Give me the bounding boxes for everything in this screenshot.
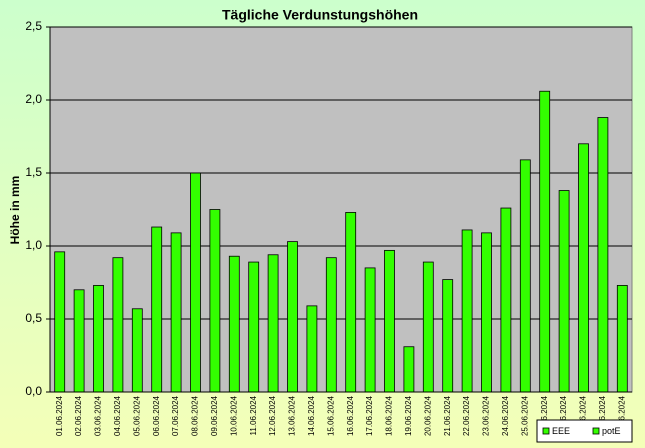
plot-area — [49, 26, 633, 393]
bar — [131, 308, 143, 393]
y-tick-label: 0,0 — [25, 384, 42, 398]
bar — [578, 143, 589, 393]
y-tick-label: 2,5 — [25, 19, 42, 33]
x-tick-label: 03.06.2024 — [94, 395, 103, 436]
x-tick-label: 22.06.2024 — [462, 395, 471, 436]
bar — [597, 117, 609, 393]
y-tick-label: 0,5 — [25, 311, 42, 325]
bar — [403, 346, 415, 393]
legend-swatch — [592, 427, 600, 435]
x-tick-label: 29.06.2024 — [598, 395, 607, 436]
x-tick-label: 17.06.2024 — [365, 395, 374, 436]
x-tick-label: 23.06.2024 — [482, 395, 491, 436]
bar — [500, 207, 512, 393]
legend-label: potE — [602, 426, 621, 436]
chart-title: Tägliche Verdunstungshöhen — [222, 7, 418, 23]
x-tick-label: 01.06.2024 — [55, 395, 64, 436]
bar — [73, 289, 85, 393]
x-tick-label: 20.06.2024 — [423, 395, 432, 436]
bar — [170, 232, 182, 393]
bar — [519, 159, 531, 393]
bar — [325, 257, 337, 393]
x-tick-label: 24.06.2024 — [501, 395, 510, 436]
bar — [190, 172, 201, 393]
y-tick-label: 1,5 — [25, 165, 42, 179]
bar — [54, 251, 66, 393]
x-tick-label: 05.06.2024 — [132, 395, 141, 436]
x-tick-label: 08.06.2024 — [191, 395, 200, 436]
bar — [228, 255, 240, 393]
x-tick-label: 10.06.2024 — [229, 395, 238, 436]
x-tick-label: 06.06.2024 — [152, 395, 161, 436]
x-tick-label: 25.06.2024 — [520, 395, 529, 436]
bar — [481, 232, 492, 393]
x-tick-label: 18.06.2024 — [385, 395, 394, 436]
x-tick-label: 16.06.2024 — [346, 395, 355, 436]
x-tick-label: 26.06.2024 — [540, 395, 549, 436]
y-tick-label: 2,0 — [25, 92, 42, 106]
bar — [539, 90, 551, 393]
bar — [384, 249, 395, 393]
x-tick-label: 07.06.2024 — [171, 395, 180, 436]
x-tick-label: 02.06.2024 — [74, 395, 83, 436]
x-tick-label: 13.06.2024 — [288, 395, 297, 436]
bar — [616, 285, 628, 393]
bar — [558, 190, 570, 393]
x-tick-label: 15.06.2024 — [326, 395, 335, 436]
x-tick-label: 04.06.2024 — [113, 395, 122, 436]
bar — [287, 241, 298, 393]
bar — [151, 226, 163, 393]
x-tick-label: 12.06.2024 — [268, 395, 277, 436]
bar — [461, 229, 473, 393]
x-tick-label: 21.06.2024 — [443, 395, 452, 436]
legend-label: EEE — [552, 426, 570, 436]
bar — [248, 261, 260, 393]
x-tick-label: 27.06.2024 — [559, 395, 568, 436]
legend — [536, 419, 633, 443]
bar — [93, 285, 104, 393]
x-tick-label: 30.06.2024 — [617, 395, 626, 436]
x-tick-label: 19.06.2024 — [404, 395, 413, 436]
y-axis-label: Höhe in mm — [8, 176, 22, 245]
bar — [267, 254, 279, 393]
bar — [306, 305, 318, 393]
x-tick-label: 09.06.2024 — [210, 395, 219, 436]
bar — [112, 257, 124, 393]
bar — [442, 279, 454, 393]
legend-swatch — [542, 427, 550, 435]
bar — [364, 267, 376, 393]
bar — [209, 209, 221, 393]
x-tick-label: 28.06.2024 — [579, 395, 588, 436]
x-tick-label: 14.06.2024 — [307, 395, 316, 436]
bar — [422, 261, 434, 393]
x-tick-label: 11.06.2024 — [249, 395, 258, 435]
y-tick-label: 1,0 — [25, 238, 42, 252]
bar — [345, 212, 357, 393]
